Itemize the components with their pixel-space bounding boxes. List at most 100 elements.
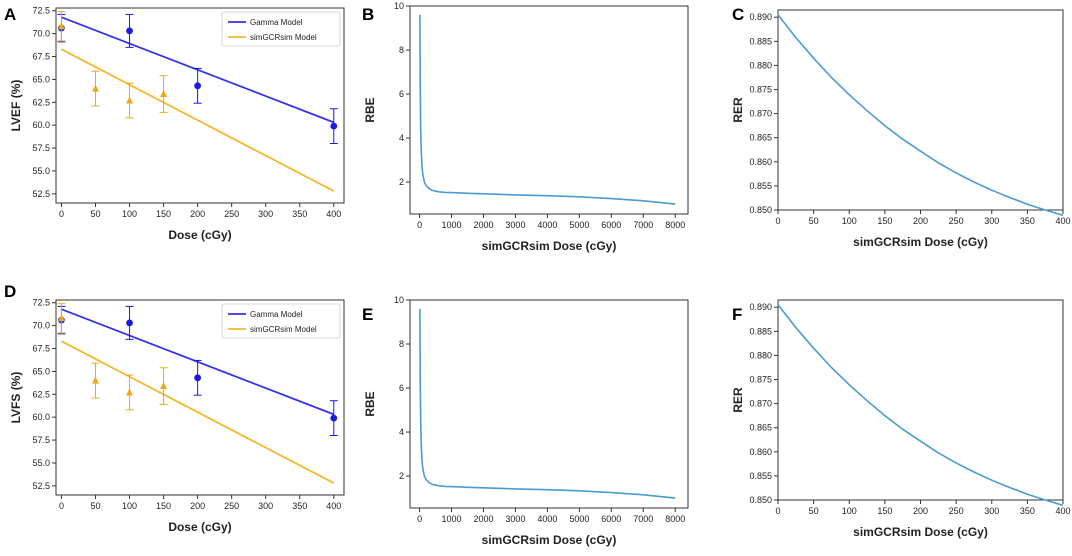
x-tick-label: 100 [122, 501, 137, 511]
x-axis-label-a: Dose (cGy) [168, 228, 231, 242]
x-tick-label: 300 [258, 501, 273, 511]
x-tick-label: 300 [984, 506, 999, 516]
x-tick-label: 50 [90, 501, 100, 511]
y-tick-label: 0.890 [749, 12, 772, 22]
curve-line-c [777, 14, 1064, 217]
x-tick-label: 0 [417, 514, 422, 524]
simgcrsim-data-point [57, 314, 65, 322]
x-tick-label: 2000 [473, 220, 493, 230]
x-tick-label: 250 [224, 209, 239, 219]
x-axis-label-e: simGCRsim Dose (cGy) [482, 533, 617, 547]
y-tick-label: 67.5 [32, 344, 50, 354]
panel-label-d: D [4, 282, 16, 301]
x-axis-label-f: simGCRsim Dose (cGy) [853, 525, 988, 539]
y-tick-label: 0.860 [749, 157, 772, 167]
y-tick-label: 10 [394, 295, 404, 305]
y-tick-label: 0.855 [749, 181, 772, 191]
x-tick-label: 0 [417, 220, 422, 230]
x-tick-label: 2000 [473, 514, 493, 524]
y-tick-label: 0.880 [749, 350, 772, 360]
x-tick-label: 200 [913, 506, 928, 516]
simgcrsim-data-point [91, 376, 99, 384]
y-tick-label: 70.0 [32, 29, 50, 39]
x-tick-label: 400 [326, 209, 341, 219]
x-tick-label: 1000 [442, 220, 462, 230]
panel-label-f: F [732, 305, 742, 324]
panel-label-b: B [362, 5, 374, 24]
y-tick-label: 0.885 [749, 36, 772, 46]
y-tick-label: 4 [399, 427, 404, 437]
y-tick-label: 0.865 [749, 423, 772, 433]
x-tick-label: 150 [156, 209, 171, 219]
x-tick-label: 250 [949, 506, 964, 516]
y-tick-label: 52.5 [32, 481, 50, 491]
simgcrsim-data-point [160, 90, 168, 98]
x-tick-label: 350 [292, 209, 307, 219]
y-tick-label: 65.0 [32, 74, 50, 84]
x-axis-label-d: Dose (cGy) [168, 520, 231, 534]
y-tick-label: 0.860 [749, 447, 772, 457]
x-tick-label: 5000 [569, 220, 589, 230]
y-tick-label: 65.0 [32, 366, 50, 376]
y-tick-label: 8 [399, 45, 404, 55]
simgcrsim-data-point [91, 84, 99, 92]
y-tick-label: 70.0 [32, 321, 50, 331]
y-tick-label: 62.5 [32, 97, 50, 107]
y-tick-label: 72.5 [32, 6, 50, 16]
y-tick-label: 2 [399, 471, 404, 481]
x-tick-label: 200 [190, 501, 205, 511]
x-tick-label: 7000 [633, 514, 653, 524]
x-tick-label: 0 [59, 209, 64, 219]
simgcrsim-model-line-a [60, 48, 335, 192]
x-tick-label: 6000 [601, 220, 621, 230]
legend-box-d [221, 303, 341, 339]
x-tick-label: 50 [809, 216, 819, 226]
y-tick-label: 62.5 [32, 389, 50, 399]
legend-box-a [221, 11, 341, 47]
y-tick-label: 10 [394, 1, 404, 11]
x-tick-label: 6000 [601, 514, 621, 524]
x-tick-label: 4000 [537, 514, 557, 524]
simgcrsim-data-point [57, 22, 65, 30]
simgcrsim-model-line-d [60, 340, 335, 484]
x-tick-label: 4000 [537, 220, 557, 230]
y-tick-label: 0.855 [749, 471, 772, 481]
y-tick-label: 0.850 [749, 495, 772, 505]
x-tick-label: 350 [1020, 506, 1035, 516]
curve-line-b [419, 14, 676, 205]
x-tick-label: 1000 [442, 514, 462, 524]
gamma-data-point [126, 27, 133, 35]
x-axis-label-b: simGCRsim Dose (cGy) [482, 239, 617, 253]
legend-entry: Gamma Model [250, 310, 303, 319]
x-tick-label: 200 [190, 209, 205, 219]
legend-entry: simGCRsim Model [250, 325, 317, 334]
y-tick-label: 0.890 [749, 302, 772, 312]
simgcrsim-data-point [126, 388, 134, 396]
y-axis-label-e: RBE [363, 391, 377, 416]
x-tick-label: 50 [809, 506, 819, 516]
x-tick-label: 8000 [665, 514, 685, 524]
gamma-data-point [126, 319, 133, 327]
x-tick-label: 150 [877, 506, 892, 516]
x-tick-label: 150 [877, 216, 892, 226]
x-axis-label-c: simGCRsim Dose (cGy) [853, 235, 988, 249]
x-tick-label: 400 [1055, 506, 1070, 516]
x-tick-label: 300 [984, 216, 999, 226]
x-tick-label: 50 [90, 209, 100, 219]
x-tick-label: 400 [1055, 216, 1070, 226]
x-tick-label: 0 [775, 506, 780, 516]
x-tick-label: 250 [224, 501, 239, 511]
y-tick-label: 6 [399, 89, 404, 99]
plot-frame-e [409, 299, 689, 509]
x-tick-label: 3000 [505, 220, 525, 230]
x-tick-label: 300 [258, 209, 273, 219]
y-tick-label: 0.875 [749, 85, 772, 95]
panel-label-e: E [362, 305, 373, 324]
y-axis-label-a: LVEF (%) [9, 80, 23, 132]
x-tick-label: 100 [842, 506, 857, 516]
y-tick-label: 0.850 [749, 205, 772, 215]
x-tick-label: 100 [122, 209, 137, 219]
y-tick-label: 0.870 [749, 109, 772, 119]
y-tick-label: 0.880 [749, 60, 772, 70]
